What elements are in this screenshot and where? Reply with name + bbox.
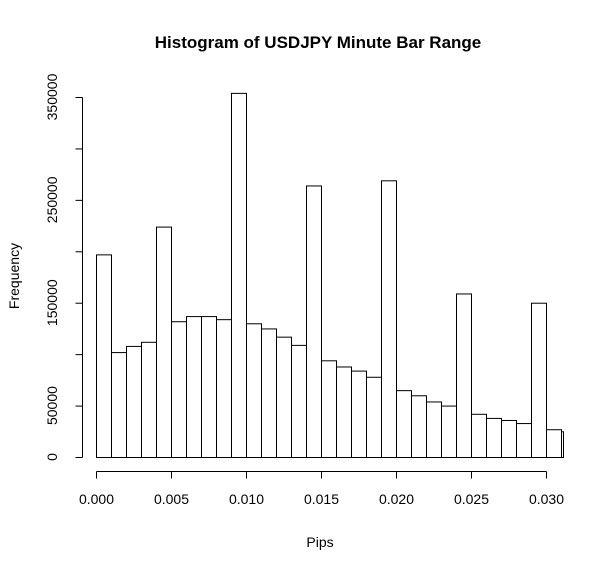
x-tick-label: 0.005: [154, 491, 189, 507]
histogram-bar: [186, 316, 202, 459]
x-tick-label: 0.025: [454, 491, 489, 507]
chart-title: Histogram of USDJPY Minute Bar Range: [155, 33, 482, 52]
histogram-bar: [261, 328, 277, 458]
histogram-bar: [381, 180, 397, 458]
histogram-bar: [486, 417, 502, 458]
x-tick-label: 0.000: [79, 491, 114, 507]
y-axis: 0 50000 150000 250000 350000: [44, 73, 83, 461]
x-axis-label: Pips: [306, 534, 333, 550]
histogram-bar: [201, 316, 217, 459]
histogram-bar: [531, 302, 547, 459]
histogram-bar: [516, 423, 532, 458]
x-axis: 0.000 0.005 0.010 0.015 0.020 0.025 0.030: [79, 471, 564, 507]
y-tick-label: 350000: [44, 73, 60, 120]
x-tick-label: 0.015: [304, 491, 339, 507]
histogram-bar: [366, 376, 382, 458]
x-tick-label: 0.030: [529, 491, 564, 507]
histogram-bar: [291, 344, 307, 458]
histogram-bar: [471, 413, 487, 458]
histogram-bar: [246, 323, 262, 458]
histogram-bar: [336, 366, 352, 458]
histogram-bar: [561, 431, 564, 458]
y-tick-label: 50000: [44, 386, 60, 425]
histogram-bar: [156, 226, 172, 458]
y-tick-label: 150000: [44, 279, 60, 326]
x-tick-label: 0.020: [379, 491, 414, 507]
y-axis-label: Frequency: [6, 243, 22, 309]
histogram-bar: [216, 319, 232, 458]
histogram-bar: [501, 419, 517, 459]
histogram-bar: [141, 341, 157, 458]
y-tick-label: 0: [44, 453, 60, 461]
histogram-bar: [171, 321, 187, 458]
histogram-bar: [231, 92, 247, 458]
histogram-bar: [426, 401, 442, 459]
histogram-bar: [456, 293, 472, 459]
histogram-bar: [96, 254, 112, 458]
histogram-bar: [111, 352, 127, 459]
y-tick-label: 250000: [44, 176, 60, 223]
histogram-bar: [306, 185, 322, 458]
histogram-bar: [276, 336, 292, 458]
histogram-bar: [546, 429, 562, 459]
histogram-bar: [441, 405, 457, 459]
x-tick-label: 0.010: [229, 491, 264, 507]
histogram-bar: [321, 360, 337, 459]
histogram-bars: [96, 92, 564, 459]
histogram-bar: [126, 345, 142, 458]
histogram-bar: [411, 395, 427, 458]
histogram-bar: [351, 370, 367, 459]
histogram-bar: [396, 390, 412, 458]
